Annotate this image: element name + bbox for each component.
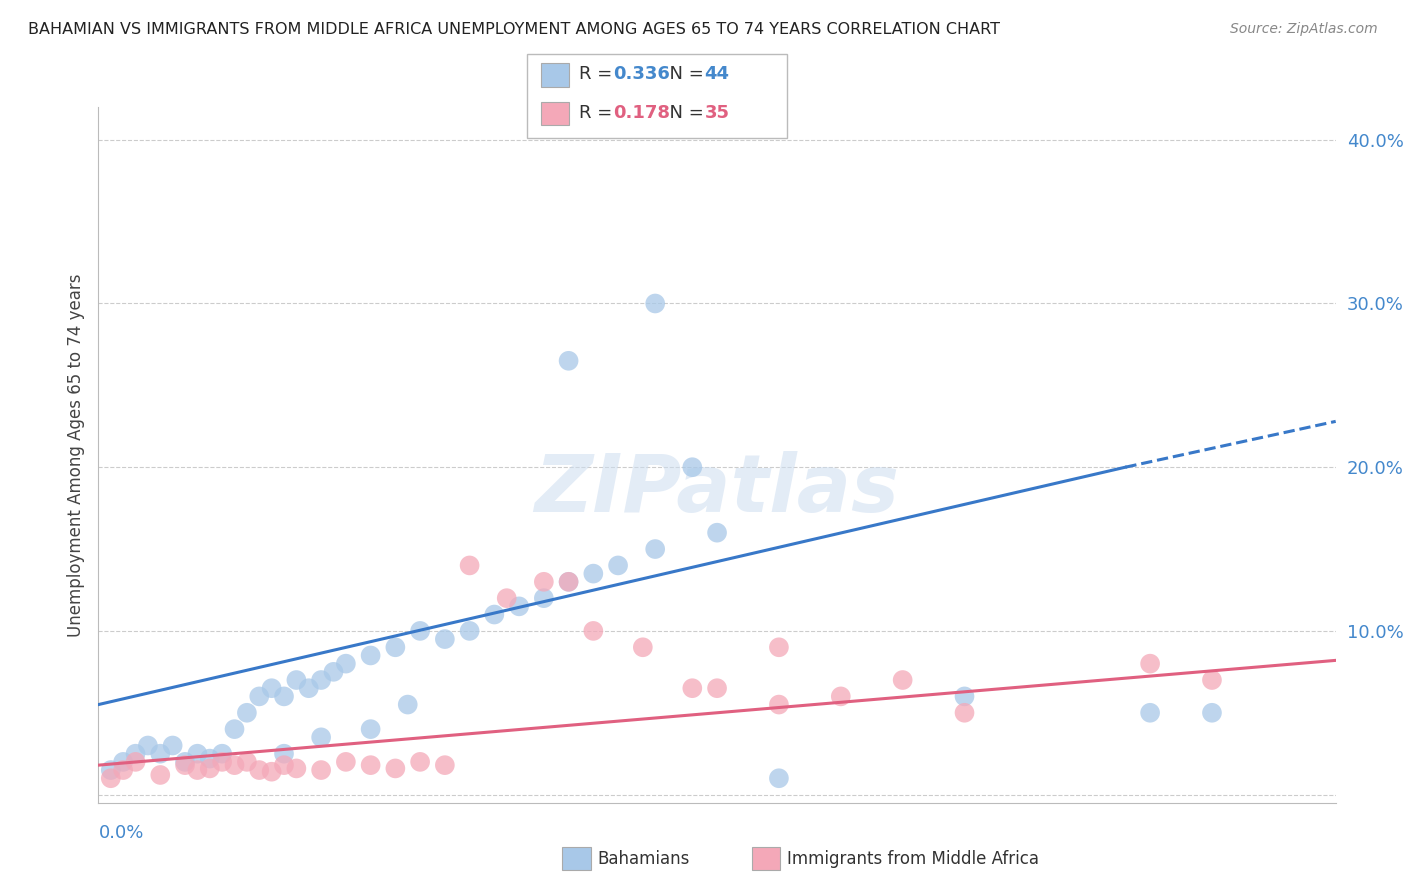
Point	[1201, 673, 1223, 687]
Point	[198, 761, 221, 775]
Point	[891, 673, 914, 687]
Point	[644, 296, 666, 310]
Text: ZIPatlas: ZIPatlas	[534, 450, 900, 529]
Point	[384, 640, 406, 655]
Point	[768, 698, 790, 712]
Point	[644, 542, 666, 557]
Point	[236, 706, 259, 720]
Point	[335, 755, 357, 769]
Point	[360, 758, 382, 772]
Y-axis label: Unemployment Among Ages 65 to 74 years: Unemployment Among Ages 65 to 74 years	[66, 273, 84, 637]
Point	[582, 624, 605, 638]
Point	[198, 751, 221, 765]
Text: N =: N =	[658, 65, 710, 83]
Point	[247, 690, 270, 704]
Point	[260, 764, 283, 779]
Point	[211, 755, 233, 769]
Point	[100, 771, 122, 785]
Point	[149, 768, 172, 782]
Point	[495, 591, 517, 606]
Point	[557, 353, 579, 368]
Point	[149, 747, 172, 761]
Point	[409, 624, 432, 638]
Point	[174, 755, 197, 769]
Text: R =: R =	[579, 104, 619, 122]
Point	[309, 673, 332, 687]
Point	[285, 761, 308, 775]
Point	[309, 763, 332, 777]
Point	[298, 681, 321, 696]
Point	[706, 525, 728, 540]
Point	[1201, 706, 1223, 720]
Point	[360, 648, 382, 663]
Point	[768, 640, 790, 655]
Point	[224, 758, 246, 772]
Point	[508, 599, 530, 614]
Point	[681, 681, 703, 696]
Point	[433, 632, 456, 646]
Text: 0.178: 0.178	[613, 104, 671, 122]
Point	[322, 665, 344, 679]
Point	[211, 747, 233, 761]
Point	[409, 755, 432, 769]
Text: BAHAMIAN VS IMMIGRANTS FROM MIDDLE AFRICA UNEMPLOYMENT AMONG AGES 65 TO 74 YEARS: BAHAMIAN VS IMMIGRANTS FROM MIDDLE AFRIC…	[28, 22, 1000, 37]
Point	[384, 761, 406, 775]
Point	[1139, 706, 1161, 720]
Point	[186, 747, 208, 761]
Point	[433, 758, 456, 772]
Point	[273, 758, 295, 772]
Point	[174, 758, 197, 772]
Point	[112, 763, 135, 777]
Point	[309, 731, 332, 745]
Point	[273, 690, 295, 704]
Text: Immigrants from Middle Africa: Immigrants from Middle Africa	[787, 850, 1039, 868]
Text: Source: ZipAtlas.com: Source: ZipAtlas.com	[1230, 22, 1378, 37]
Text: R =: R =	[579, 65, 619, 83]
Point	[162, 739, 184, 753]
Point	[557, 574, 579, 589]
Point	[186, 763, 208, 777]
Text: 35: 35	[704, 104, 730, 122]
Point	[953, 690, 976, 704]
Point	[458, 558, 481, 573]
Point	[706, 681, 728, 696]
Point	[768, 771, 790, 785]
Text: 0.336: 0.336	[613, 65, 669, 83]
Point	[112, 755, 135, 769]
Point	[533, 591, 555, 606]
Point	[236, 755, 259, 769]
Text: Bahamians: Bahamians	[598, 850, 690, 868]
Point	[631, 640, 654, 655]
Point	[607, 558, 630, 573]
Point	[484, 607, 506, 622]
Point	[953, 706, 976, 720]
Point	[285, 673, 308, 687]
Point	[100, 763, 122, 777]
Point	[273, 747, 295, 761]
Point	[224, 722, 246, 736]
Point	[124, 747, 146, 761]
Point	[335, 657, 357, 671]
Point	[1139, 657, 1161, 671]
Point	[557, 574, 579, 589]
Text: 44: 44	[704, 65, 730, 83]
Text: N =: N =	[658, 104, 710, 122]
Point	[681, 460, 703, 475]
Point	[247, 763, 270, 777]
Point	[260, 681, 283, 696]
Point	[582, 566, 605, 581]
Point	[136, 739, 159, 753]
Point	[533, 574, 555, 589]
Point	[830, 690, 852, 704]
Point	[458, 624, 481, 638]
Point	[360, 722, 382, 736]
Point	[124, 755, 146, 769]
Point	[396, 698, 419, 712]
Text: 0.0%: 0.0%	[98, 823, 143, 842]
